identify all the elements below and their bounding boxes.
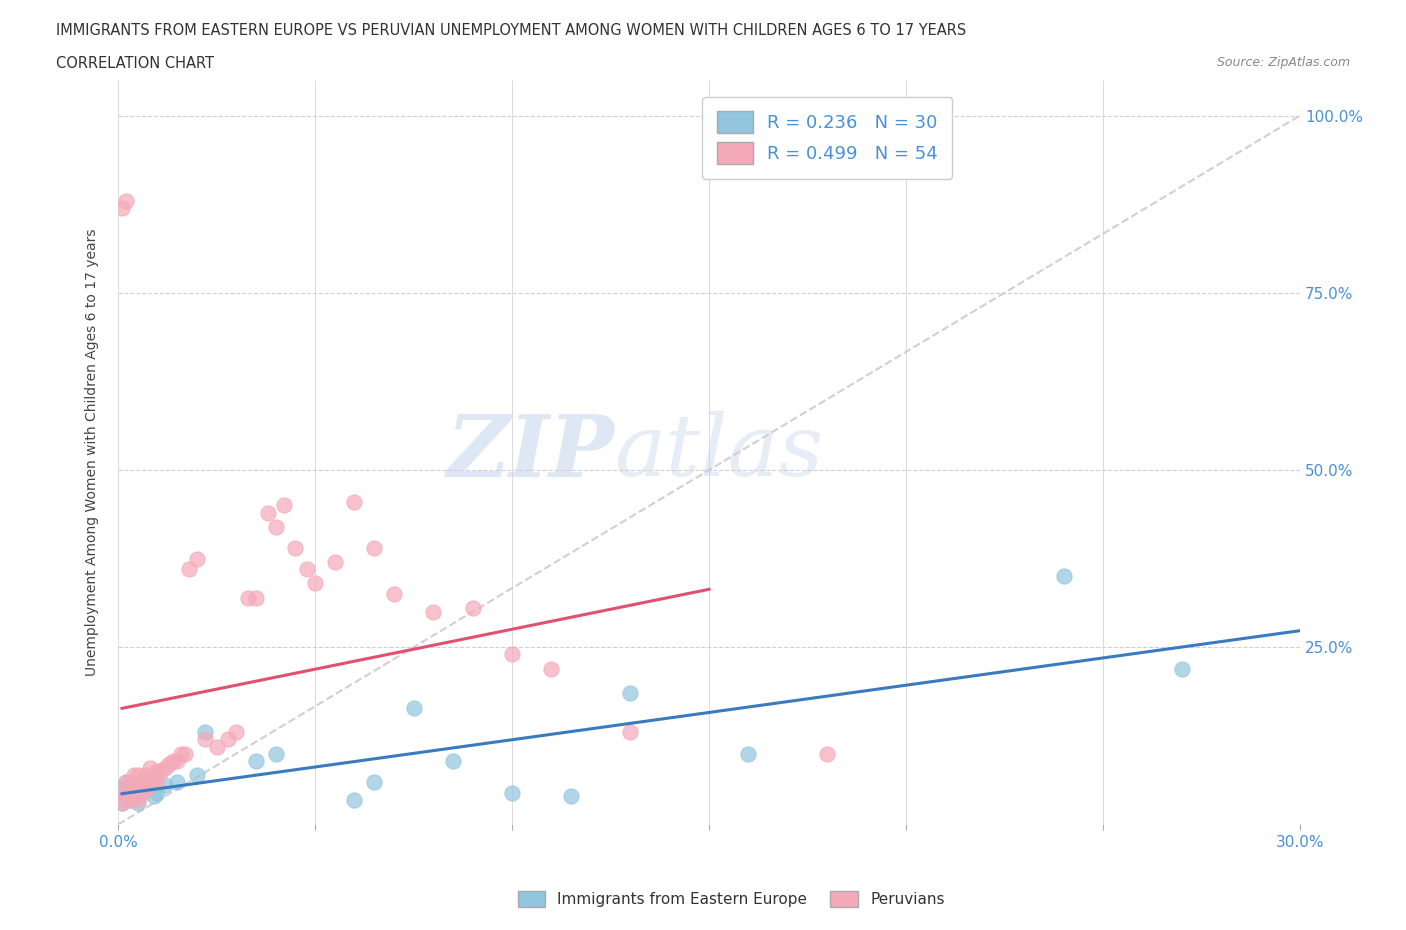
Text: ZIP: ZIP: [447, 410, 614, 494]
Point: [245, 753, 267, 768]
Point: [146, 785, 169, 800]
Text: IMMIGRANTS FROM EASTERN EUROPE VS PERUVIAN UNEMPLOYMENT AMONG WOMEN WITH CHILDRE: IMMIGRANTS FROM EASTERN EUROPE VS PERUVI…: [56, 23, 966, 38]
Point: [127, 796, 149, 811]
Point: [138, 775, 160, 790]
Point: [135, 781, 157, 796]
Point: [619, 686, 641, 701]
Point: [111, 796, 134, 811]
Point: [118, 792, 141, 807]
Point: [118, 781, 141, 796]
Point: [363, 775, 385, 790]
Point: [111, 200, 134, 215]
Point: [122, 785, 145, 800]
Point: [166, 753, 188, 768]
Point: [186, 767, 208, 782]
Legend: R = 0.236   N = 30, R = 0.499   N = 54: R = 0.236 N = 30, R = 0.499 N = 54: [702, 97, 952, 179]
Point: [402, 700, 425, 715]
Point: [225, 724, 247, 739]
Point: [142, 771, 165, 786]
Point: [205, 739, 228, 754]
Point: [127, 781, 149, 796]
Point: [382, 587, 405, 602]
Point: [304, 576, 326, 591]
Point: [236, 591, 259, 605]
Point: [155, 778, 177, 793]
Text: Source: ZipAtlas.com: Source: ZipAtlas.com: [1216, 56, 1350, 69]
Y-axis label: Unemployment Among Women with Children Ages 6 to 17 years: Unemployment Among Women with Children A…: [86, 229, 100, 676]
Point: [177, 562, 200, 577]
Point: [127, 792, 149, 807]
Point: [138, 761, 160, 776]
Point: [264, 746, 287, 761]
Point: [256, 505, 278, 520]
Point: [170, 746, 193, 761]
Point: [560, 789, 582, 804]
Point: [115, 789, 138, 804]
Point: [194, 724, 217, 739]
Point: [127, 778, 149, 793]
Point: [815, 746, 838, 761]
Point: [166, 775, 188, 790]
Point: [122, 789, 145, 804]
Point: [135, 778, 157, 793]
Point: [162, 753, 184, 768]
Point: [273, 498, 295, 513]
Point: [1171, 661, 1194, 676]
Point: [138, 771, 160, 786]
Point: [323, 554, 346, 569]
Point: [363, 540, 385, 555]
Point: [146, 775, 169, 790]
Point: [186, 551, 208, 566]
Point: [264, 519, 287, 534]
Point: [295, 562, 318, 577]
Point: [155, 761, 177, 776]
Point: [619, 724, 641, 739]
Point: [146, 764, 169, 778]
Point: [131, 775, 153, 790]
Point: [1052, 569, 1074, 584]
Text: CORRELATION CHART: CORRELATION CHART: [56, 56, 214, 71]
Legend: Immigrants from Eastern Europe, Peruvians: Immigrants from Eastern Europe, Peruvian…: [512, 884, 950, 913]
Point: [135, 767, 157, 782]
Point: [245, 591, 267, 605]
Point: [115, 775, 138, 790]
Point: [737, 746, 759, 761]
Point: [118, 778, 141, 793]
Point: [540, 661, 562, 676]
Point: [111, 781, 134, 796]
Point: [111, 785, 134, 800]
Point: [150, 764, 173, 778]
Point: [422, 604, 444, 619]
Point: [131, 785, 153, 800]
Text: atlas: atlas: [614, 411, 824, 494]
Point: [501, 785, 523, 800]
Point: [115, 775, 138, 790]
Point: [194, 732, 217, 747]
Point: [343, 495, 366, 510]
Point: [115, 193, 138, 208]
Point: [501, 647, 523, 662]
Point: [217, 732, 239, 747]
Point: [118, 792, 141, 807]
Point: [115, 789, 138, 804]
Point: [157, 757, 180, 772]
Point: [441, 753, 464, 768]
Point: [131, 785, 153, 800]
Point: [461, 601, 484, 616]
Point: [284, 540, 307, 555]
Point: [127, 767, 149, 782]
Point: [111, 796, 134, 811]
Point: [142, 789, 165, 804]
Point: [118, 775, 141, 790]
Point: [343, 792, 366, 807]
Point: [122, 767, 145, 782]
Point: [174, 746, 197, 761]
